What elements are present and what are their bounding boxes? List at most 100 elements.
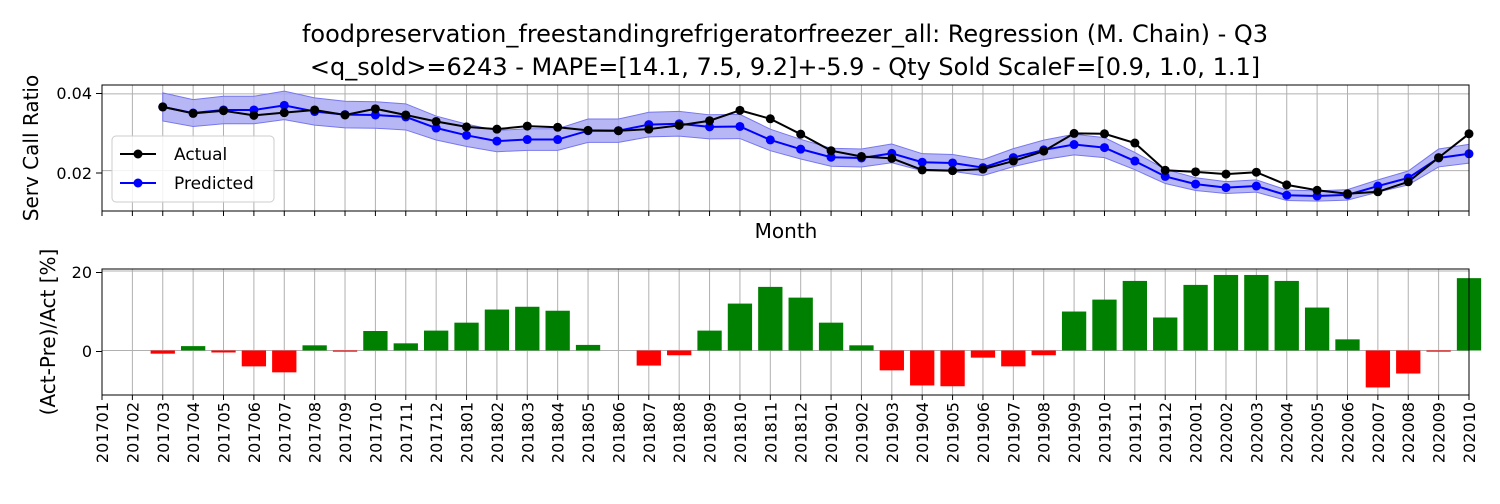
error-bar — [1153, 317, 1178, 351]
error-bar — [1396, 350, 1421, 374]
actual-point — [1191, 167, 1201, 177]
predicted-point — [948, 158, 958, 168]
actual-point — [826, 146, 836, 156]
actual-point — [249, 110, 259, 120]
predicted-point — [1069, 140, 1079, 150]
top-x-axis-label: Month — [755, 219, 818, 243]
chart-title-line2: <q_sold>=6243 - MAPE=[14.1, 7.5, 9.2]+-5… — [310, 53, 1260, 81]
top-axes-frame — [101, 84, 1470, 212]
error-bar — [940, 350, 965, 387]
bottom-xtick-label: 201909 — [1065, 402, 1084, 463]
actual-point — [492, 124, 502, 134]
bottom-xtick-label: 202003 — [1247, 402, 1266, 463]
error-bar — [1365, 350, 1391, 388]
error-bar — [1031, 350, 1056, 356]
bottom-xtick-label: 202001 — [1187, 402, 1206, 463]
predicted-point — [917, 157, 927, 167]
error-bar — [211, 350, 236, 353]
bottom-xtick-label: 201710 — [366, 402, 385, 463]
bottom-xtick-label: 202009 — [1430, 402, 1449, 463]
actual-point — [219, 106, 229, 116]
actual-point — [1373, 187, 1383, 197]
predicted-point — [522, 135, 532, 145]
top-y-axis-label: Serv Call Ratio — [19, 75, 43, 221]
bottom-xtick-label: 201807 — [640, 402, 659, 463]
bottom-axes-frame — [101, 268, 1470, 396]
bottom-xtick-label: 202007 — [1369, 402, 1388, 463]
predicted-point — [796, 144, 806, 154]
actual-point — [279, 108, 289, 118]
predicted-point — [1191, 179, 1201, 189]
bottom-xtick-label: 202004 — [1278, 402, 1297, 463]
actual-point — [1312, 185, 1322, 195]
error-bar — [302, 345, 327, 351]
predicted-point — [1282, 190, 1292, 200]
error-bar — [454, 322, 479, 351]
bottom-xtick-label: 201809 — [701, 402, 720, 463]
actual-point — [462, 122, 472, 132]
top-ytick-label: 0.02 — [56, 164, 92, 183]
bottom-xtick-label: 201905 — [944, 402, 963, 463]
error-bar — [667, 350, 692, 356]
bottom-xtick-label: 201702 — [123, 402, 142, 463]
actual-point — [1039, 146, 1049, 156]
actual-point — [705, 116, 715, 126]
top-ytick-label: 0.04 — [56, 84, 92, 103]
actual-point — [1282, 180, 1292, 190]
predicted-point — [1221, 183, 1231, 193]
bottom-xtick-label: 202008 — [1399, 402, 1418, 463]
bottom-xtick-label: 201802 — [488, 402, 507, 463]
error-bar — [788, 297, 813, 351]
bottom-xtick-label: 201707 — [275, 402, 294, 463]
predicted-point — [553, 135, 563, 145]
bottom-xtick-label: 201806 — [609, 402, 628, 463]
bottom-xticks: 201701 201702 201703 201704 201705 201706 2017… — [93, 395, 1479, 463]
actual-line — [162, 105, 1470, 195]
actual-point — [401, 110, 411, 120]
error-bar — [1061, 311, 1087, 351]
actual-point — [917, 165, 927, 175]
actual-point — [553, 122, 563, 132]
predicted-point — [765, 135, 775, 145]
error-bar — [758, 286, 783, 351]
error-bar — [1001, 350, 1026, 367]
error-bar — [849, 345, 874, 351]
predicted-point — [826, 152, 836, 162]
actual-point — [370, 104, 380, 114]
predicted-point — [1251, 181, 1261, 191]
legend-box — [111, 135, 275, 203]
error-bar — [1426, 350, 1451, 352]
error-bar — [1213, 274, 1239, 351]
bottom-xtick-label: 201701 — [93, 402, 112, 463]
error-bar — [241, 350, 267, 367]
bottom-xtick-label: 201706 — [245, 402, 264, 463]
actual-point — [856, 151, 866, 161]
error-bar — [1274, 280, 1299, 351]
predicted-point — [492, 136, 502, 146]
predicted-line — [162, 104, 1470, 198]
actual-point — [1008, 156, 1018, 166]
top-points — [158, 100, 1474, 201]
predicted-point — [462, 130, 472, 140]
bottom-xtick-label: 201711 — [397, 402, 416, 463]
bottom-xtick-label: 201712 — [427, 402, 446, 463]
actual-point — [948, 166, 958, 176]
error-bar — [1122, 280, 1147, 351]
error-bar — [697, 330, 722, 351]
bottom-xtick-label: 201906 — [974, 402, 993, 463]
predicted-point — [1099, 143, 1109, 153]
error-bar — [332, 350, 358, 352]
bottom-y-axis-label: (Act-Pre)/Act [%] — [36, 249, 60, 416]
actual-point — [1251, 167, 1261, 177]
error-bar — [1304, 307, 1330, 351]
bottom-xtick-label: 201810 — [731, 402, 750, 463]
bottom-xtick-label: 201708 — [306, 402, 325, 463]
actual-point — [1099, 129, 1109, 139]
actual-point — [887, 153, 897, 163]
error-bar — [515, 306, 540, 351]
bottom-xtick-label: 201904 — [913, 402, 932, 463]
actual-point — [158, 102, 168, 112]
actual-point — [644, 124, 654, 134]
actual-point — [735, 105, 745, 115]
